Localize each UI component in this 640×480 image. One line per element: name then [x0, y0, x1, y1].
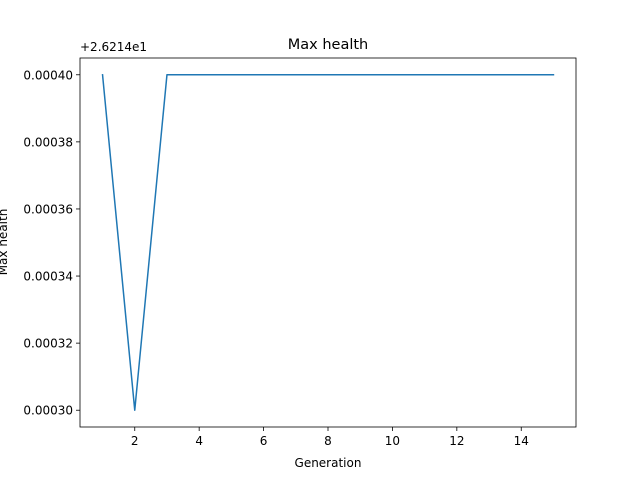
x-tick-label: 2 [131, 434, 139, 448]
y-tick-label: 0.00032 [23, 337, 73, 351]
x-tick-label: 6 [260, 434, 268, 448]
y-tick-label: 0.00040 [23, 68, 73, 82]
plot-area [80, 58, 576, 427]
y-tick-label: 0.00038 [23, 135, 73, 149]
chart-title: Max health [288, 37, 369, 53]
x-tick-label: 12 [449, 434, 464, 448]
y-tick-label: 0.00034 [23, 270, 73, 284]
y-axis: 0.00030 0.00032 0.00034 0.00036 0.00038 0.000… [23, 68, 80, 418]
x-axis: 2 4 6 8 10 12 14 [131, 427, 529, 448]
series-layer [101, 73, 555, 411]
x-tick-label: 14 [514, 434, 529, 448]
x-axis-title: Generation [295, 456, 362, 470]
x-tick-label: 8 [324, 434, 332, 448]
y-tick-label: 0.00036 [23, 202, 73, 216]
y-offset-label: +2.6214e1 [80, 40, 147, 54]
x-tick-label: 4 [195, 434, 203, 448]
plot-frame [79, 57, 577, 428]
x-tick-label: 10 [385, 434, 400, 448]
y-axis-title: Max health [0, 209, 10, 276]
series-line [101, 73, 555, 411]
y-tick-label: 0.00030 [23, 404, 73, 418]
